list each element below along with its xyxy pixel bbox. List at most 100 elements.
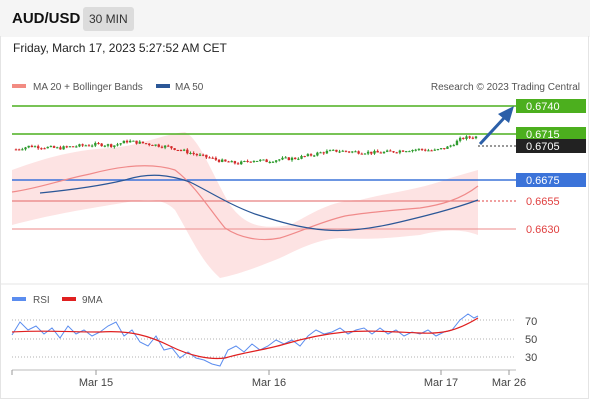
candle-body [347, 151, 351, 153]
forecast-arrow-shaft [478, 115, 507, 146]
candle-body [78, 144, 81, 147]
candle-body [195, 154, 199, 156]
candle-body [274, 160, 278, 162]
candle-body [306, 154, 310, 157]
candle-body [201, 154, 205, 156]
candle-body [271, 161, 275, 163]
candle-body [157, 144, 160, 147]
candle-body [14, 149, 18, 151]
candle-body [401, 150, 405, 152]
candle-body [43, 148, 46, 150]
timeframe-button[interactable]: 30 MIN [83, 7, 134, 31]
candle-body [214, 157, 218, 160]
candle-body [221, 159, 224, 162]
candle-body [262, 159, 265, 161]
candle-body [198, 154, 202, 156]
candle-body [313, 155, 316, 157]
candle-body [62, 146, 65, 150]
bollinger-band [12, 132, 478, 278]
candle-body [125, 140, 129, 143]
research-credit: Research © 2023 Trading Central [431, 82, 580, 93]
candle-body [297, 158, 300, 160]
candle-body [122, 140, 126, 144]
ma20-legend-label: MA 20 + Bollinger Bands [33, 82, 143, 93]
candle-body [103, 145, 107, 147]
x-label-mar17: Mar 17 [424, 377, 458, 389]
rsi-label-70: 70 [525, 316, 537, 328]
candle-body [458, 137, 462, 141]
ma50-legend-label: MA 50 [175, 82, 204, 93]
candle-body [465, 136, 468, 139]
candle-body [189, 152, 192, 154]
candle-body [309, 154, 313, 156]
candle-body [65, 146, 68, 148]
candle-body [163, 145, 167, 148]
level-label-0630: 0.6630 [526, 224, 560, 236]
candle-body [414, 149, 417, 151]
candle-body [468, 136, 471, 138]
candle-body [290, 157, 294, 161]
x-label-mar26: Mar 26 [492, 377, 526, 389]
candle-body [52, 146, 56, 148]
candle-body [408, 151, 411, 153]
candle-body [30, 145, 34, 148]
candle-body [284, 157, 287, 159]
candle-body [443, 148, 446, 150]
candle-body [411, 150, 414, 152]
candle-body [471, 137, 475, 139]
candle-body [363, 153, 367, 155]
candle-body [341, 150, 344, 152]
candle-body [233, 161, 237, 164]
candle-body [227, 161, 230, 163]
candle-body [259, 159, 262, 161]
candle-body [420, 148, 424, 150]
candle-body [68, 146, 72, 148]
candle-body [40, 148, 43, 150]
rsi-9ma-legend-swatch [62, 297, 76, 301]
candle-body [344, 150, 348, 152]
candle-body [37, 146, 40, 149]
candle-body [322, 152, 325, 154]
candle-body [360, 153, 363, 155]
candle-body [119, 143, 122, 145]
rsi-label-30: 30 [525, 352, 537, 364]
rsi-9ma-line [11, 317, 479, 360]
candle-body [151, 144, 154, 146]
candle-body [94, 143, 97, 146]
candle-body [281, 157, 284, 160]
chart-datetime: Friday, March 17, 2023 5:27:52 AM CET [13, 41, 227, 55]
candle-body [129, 140, 132, 143]
candle-body [224, 159, 227, 162]
candle-body [148, 143, 151, 145]
candle-body [427, 150, 430, 152]
candle-body [138, 141, 141, 144]
candle-body [255, 160, 259, 162]
candle-body [439, 148, 443, 150]
ma50-legend-swatch [156, 84, 170, 88]
candle-body [211, 157, 214, 159]
candle-body [106, 144, 110, 146]
candle-body [71, 146, 75, 148]
candle-body [243, 160, 246, 162]
candle-body [135, 140, 138, 144]
level-label-0705: 0.6705 [526, 141, 560, 153]
candle-body [325, 150, 329, 154]
candle-body [33, 146, 37, 148]
candle-body [265, 159, 268, 163]
chart-frame [0, 36, 589, 399]
candle-body [278, 159, 281, 161]
candles-group [14, 135, 478, 165]
candle-body [182, 149, 186, 151]
candle-body [433, 149, 436, 151]
level-label-0715: 0.6715 [526, 129, 560, 141]
rsi-9ma-legend-label: 9MA [82, 295, 103, 306]
level-label-bg-0675 [516, 173, 586, 187]
rsi-legend-swatch [12, 297, 26, 301]
rsi-line [11, 313, 479, 367]
ma50-line [39, 174, 479, 232]
candle-body [179, 150, 183, 152]
candle-body [205, 154, 208, 158]
candle-body [357, 151, 360, 154]
candle-body [455, 140, 459, 146]
